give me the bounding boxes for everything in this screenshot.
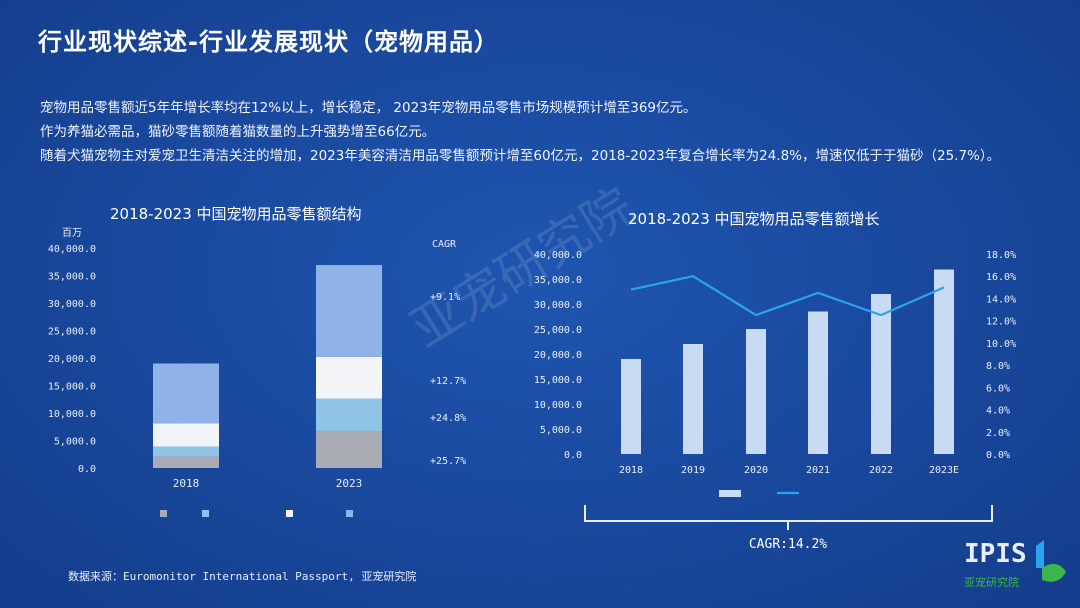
chart2-title: 2018-2023 中国宠物用品零售额增长 (628, 210, 880, 228)
chart2-growth-line (630, 275, 945, 317)
chart1-cagr-header: CAGR (432, 239, 457, 250)
logo-subtext: 亚宠研究院 (964, 575, 1019, 589)
paragraph-1: 宠物用品零售额近5年年增长率均在12%以上，增长稳定， 2023年宠物用品零售市… (40, 100, 697, 116)
chart1-ytick: 15,000.0 (48, 382, 96, 393)
chart1-cagr-label: +9.1% (430, 292, 460, 303)
chart2-ytick-right: 18.0% (986, 250, 1016, 261)
chart2-xtick: 2021 (806, 465, 830, 476)
chart2-ytick-right: 10.0% (986, 339, 1016, 350)
chart1-bar-segment (316, 398, 382, 432)
chart2-ytick-right: 0.0% (986, 450, 1010, 461)
chart2-bar (934, 269, 954, 454)
chart2-bar (746, 329, 766, 454)
paragraph-3: 随着犬猫宠物主对爱宠卫生清洁关注的增加，2023年美容清洁用品零售额预计增至60… (40, 148, 1001, 164)
chart1-bar-segment (153, 446, 219, 457)
chart1-cagr-label: +24.8% (430, 413, 466, 424)
chart2-cagr-label: CAGR:14.2% (749, 537, 827, 552)
chart1-ytick: 5,000.0 (54, 437, 96, 448)
chart1-bar-segment (153, 363, 219, 424)
chart1-legend-swatch (160, 510, 167, 517)
chart1-cagr-label: +12.7% (430, 376, 466, 387)
chart2-ytick-right: 8.0% (986, 361, 1010, 372)
chart1-bar-segment (316, 431, 382, 468)
ipis-logo: IPIS 亚宠研究院 (964, 539, 1066, 589)
chart1-bar-segment (316, 356, 382, 399)
chart1-xtick: 2018 (173, 477, 200, 490)
logo-text: IPIS (964, 539, 1027, 569)
chart2-xtick: 2023E (929, 465, 959, 476)
chart1-structure: 百万 0.0 5,000.0 10,000.0 15,000.0 20,000.0 25,0… (48, 227, 466, 517)
chart1-ytick: 35,000.0 (48, 272, 96, 283)
chart1-ytick: 20,000.0 (48, 354, 96, 365)
chart2-ytick-left: 40,000.0 (534, 250, 582, 261)
chart2-ytick-right: 2.0% (986, 428, 1010, 439)
chart2-ytick-right: 6.0% (986, 383, 1010, 394)
chart1-bar-segment (153, 423, 219, 447)
chart2-ytick-right: 12.0% (986, 317, 1016, 328)
chart2-bar (871, 294, 891, 454)
chart2-xtick: 2022 (869, 465, 893, 476)
paragraph-2: 作为养猫必需品，猫砂零售额随着猫数量的上升强势增至66亿元。 (40, 124, 436, 140)
chart1-ytick: 10,000.0 (48, 409, 96, 420)
chart1-xtick: 2023 (336, 477, 363, 490)
chart2-xtick: 2019 (681, 465, 705, 476)
chart2-ytick-left: 0.0 (564, 450, 582, 461)
chart2-ytick-left: 15,000.0 (534, 375, 582, 386)
chart2-ytick-left: 25,000.0 (534, 325, 582, 336)
chart1-bar-segment (153, 456, 219, 468)
chart2-ytick-right: 4.0% (986, 406, 1010, 417)
chart1-cagr-label: +25.7% (430, 456, 466, 467)
chart2-ytick-right: 16.0% (986, 272, 1016, 283)
chart1-unit-label: 百万 (62, 227, 82, 239)
chart1-ytick: 30,000.0 (48, 299, 96, 310)
chart1-legend-swatch (346, 510, 353, 517)
chart2-cagr-bracket (584, 505, 993, 522)
chart2-ytick-left: 30,000.0 (534, 300, 582, 311)
chart2-ytick-left: 35,000.0 (534, 275, 582, 286)
chart2-ytick-right: 14.0% (986, 294, 1016, 305)
chart2-bar (621, 359, 641, 454)
chart2-bar (808, 311, 828, 454)
data-source: 数据来源：Euromonitor International Passport,… (68, 570, 417, 583)
chart2-bar (683, 344, 703, 454)
chart2-ytick-left: 20,000.0 (534, 350, 582, 361)
chart1-title: 2018-2023 中国宠物用品零售额结构 (110, 205, 362, 223)
chart1-bar-segment (316, 265, 382, 357)
chart2-ytick-left: 10,000.0 (534, 400, 582, 411)
page-title: 行业现状综述-行业发展现状（宠物用品） (38, 28, 499, 56)
chart1-ytick: 0.0 (78, 464, 96, 475)
chart1-legend-swatch (202, 510, 209, 517)
chart2-ytick-left: 5,000.0 (540, 425, 582, 436)
chart2-legend-bar-swatch (719, 490, 741, 497)
chart2-xtick: 2020 (744, 465, 768, 476)
chart1-ytick: 25,000.0 (48, 327, 96, 338)
chart2-xtick: 2018 (619, 465, 643, 476)
chart1-legend-swatch (286, 510, 293, 517)
chart1-ytick: 40,000.0 (48, 244, 96, 255)
